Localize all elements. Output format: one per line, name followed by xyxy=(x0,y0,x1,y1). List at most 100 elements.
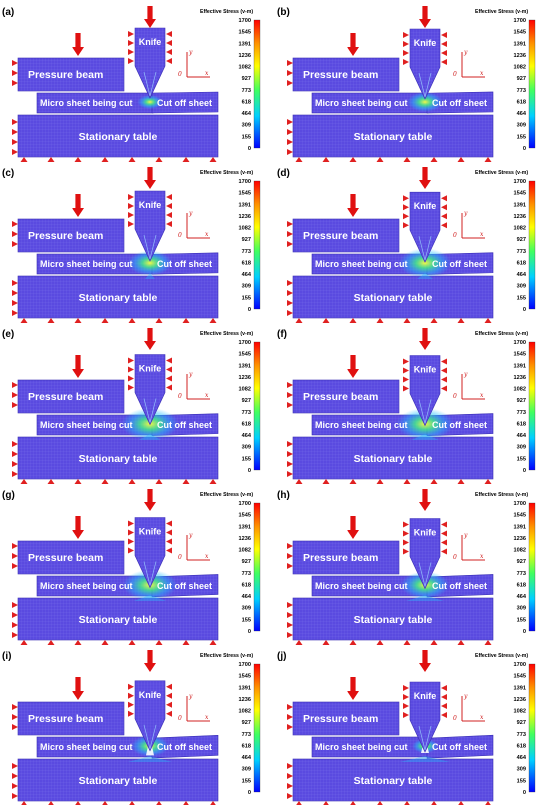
pressure-beam xyxy=(292,540,400,575)
pressure-beam-label: Pressure beam xyxy=(28,713,103,725)
knife-support-arrow xyxy=(166,384,172,391)
colorbar-tick: 618 xyxy=(517,582,526,588)
table-bottom-support xyxy=(155,318,163,323)
stationary-table-label: Stationary table xyxy=(79,775,158,787)
cut-off-sheet-label: Cut off sheet xyxy=(157,259,212,269)
knife-support-arrow xyxy=(441,712,447,718)
beam-support-arrow xyxy=(287,241,293,247)
colorbar-tick: 1391 xyxy=(514,41,526,47)
beam-support-arrow xyxy=(12,704,18,710)
knife-label: Knife xyxy=(414,38,437,48)
stress-colorbar: Effective Stress (v-m) 1700 1545 1391 1236 10… xyxy=(475,653,536,796)
y-axis-label: y xyxy=(463,693,468,700)
table-bottom-support xyxy=(209,157,217,162)
stationary-table xyxy=(17,758,219,802)
colorbar-tick: 1391 xyxy=(514,524,526,530)
beam-support-arrow xyxy=(287,382,293,388)
beam-support-arrow xyxy=(287,70,293,76)
colorbar-tick: 927 xyxy=(517,559,526,565)
colorbar-tick: 309 xyxy=(242,284,251,290)
table-support-arrow xyxy=(287,451,293,457)
beam-support-arrow xyxy=(12,392,18,398)
colorbar-tick: 927 xyxy=(242,559,251,565)
pressure-beam-label: Pressure beam xyxy=(303,552,378,564)
knife-label: Knife xyxy=(139,690,162,700)
colorbar-tick: 773 xyxy=(242,410,251,416)
stress-spread xyxy=(406,595,444,601)
colorbar-tick: 309 xyxy=(242,606,251,612)
simulation-panel: (h) Stationary table Micro sheet being cut… xyxy=(277,489,536,645)
knife: Knife xyxy=(403,191,447,263)
force-arrow xyxy=(347,516,359,539)
stationary-table-label: Stationary table xyxy=(354,453,433,465)
knife-support-arrow xyxy=(166,203,172,209)
beam-support-arrow xyxy=(287,724,293,730)
velocity-arrow xyxy=(419,650,431,672)
stationary-table xyxy=(17,597,219,641)
colorbar-title: Effective Stress (v-m) xyxy=(475,653,528,659)
colorbar-tick: 0 xyxy=(248,790,251,796)
colorbar-tick: 1700 xyxy=(239,179,251,185)
knife: Knife xyxy=(128,354,172,426)
beam-support-arrow xyxy=(12,714,18,720)
colorbar-tick: 1391 xyxy=(239,202,251,208)
x-axis-label: x xyxy=(205,231,209,238)
force-label: F1 xyxy=(63,523,74,535)
force-arrow xyxy=(72,355,84,378)
coordinate-axes: y x 0 xyxy=(453,49,485,78)
colorbar-tick: 927 xyxy=(517,720,526,726)
table-support-arrow xyxy=(287,471,293,477)
knife-support-arrow xyxy=(128,375,134,382)
cut-off-sheet-label: Cut off sheet xyxy=(432,742,487,752)
stationary-table-label: Stationary table xyxy=(79,614,158,626)
table-bottom-support xyxy=(75,801,81,805)
table-bottom-support xyxy=(295,157,303,162)
force-label: F1 xyxy=(338,40,349,52)
colorbar-tick: 1545 xyxy=(514,352,526,358)
colorbar-tick: 1545 xyxy=(239,30,251,36)
colorbar-tick: 618 xyxy=(242,582,251,588)
knife-support-arrow xyxy=(128,212,134,218)
colorbar-tick: 927 xyxy=(242,237,251,243)
knife-edge xyxy=(418,562,432,587)
knife-support-arrow xyxy=(166,49,172,55)
pressure-beam xyxy=(292,701,400,736)
micro-sheet-label: Micro sheet being cut xyxy=(40,98,133,108)
colorbar-tick: 1700 xyxy=(514,179,526,185)
knife-support-arrow xyxy=(403,694,409,700)
knife-support-arrow xyxy=(441,204,447,211)
table-bottom-support xyxy=(209,479,217,484)
table-bottom-support xyxy=(47,479,55,484)
colorbar-tick: 309 xyxy=(517,284,526,290)
colorbar-tick: 927 xyxy=(242,398,251,404)
velocity-arrow xyxy=(144,650,156,672)
coordinate-axes: y x 0 xyxy=(178,693,210,722)
colorbar-tick: 1545 xyxy=(239,191,251,197)
colorbar-tick: 1082 xyxy=(514,387,526,393)
table-bottom-support xyxy=(430,640,438,645)
coordinate-axes: y x 0 xyxy=(178,49,210,78)
colorbar-tick: 1236 xyxy=(514,375,526,381)
colorbar-tick: 618 xyxy=(517,260,526,266)
stationary-table xyxy=(292,597,494,641)
colorbar-tick: 618 xyxy=(242,743,251,749)
panel-label: (b) xyxy=(277,7,290,18)
knife-label: Knife xyxy=(139,364,162,374)
x-axis-label: x xyxy=(480,392,484,399)
colorbar-gradient xyxy=(528,341,536,471)
simulation-panel: (b) Stationary table Micro sheet being cut… xyxy=(277,6,536,162)
velocity-arrow xyxy=(144,6,156,28)
colorbar-tick: 1545 xyxy=(239,352,251,358)
velocity-label: v xyxy=(431,333,436,343)
pressure-beam-label: Pressure beam xyxy=(28,552,103,564)
knife-label: Knife xyxy=(414,528,437,538)
velocity-label: v xyxy=(431,655,436,665)
colorbar-tick: 155 xyxy=(517,134,526,140)
table-bottom-support xyxy=(128,318,136,323)
table-support-arrow xyxy=(287,119,293,125)
table-bottom-support xyxy=(350,801,356,805)
colorbar-tick: 1082 xyxy=(514,548,526,554)
table-support-arrow xyxy=(12,149,18,155)
stationary-table xyxy=(292,275,494,319)
